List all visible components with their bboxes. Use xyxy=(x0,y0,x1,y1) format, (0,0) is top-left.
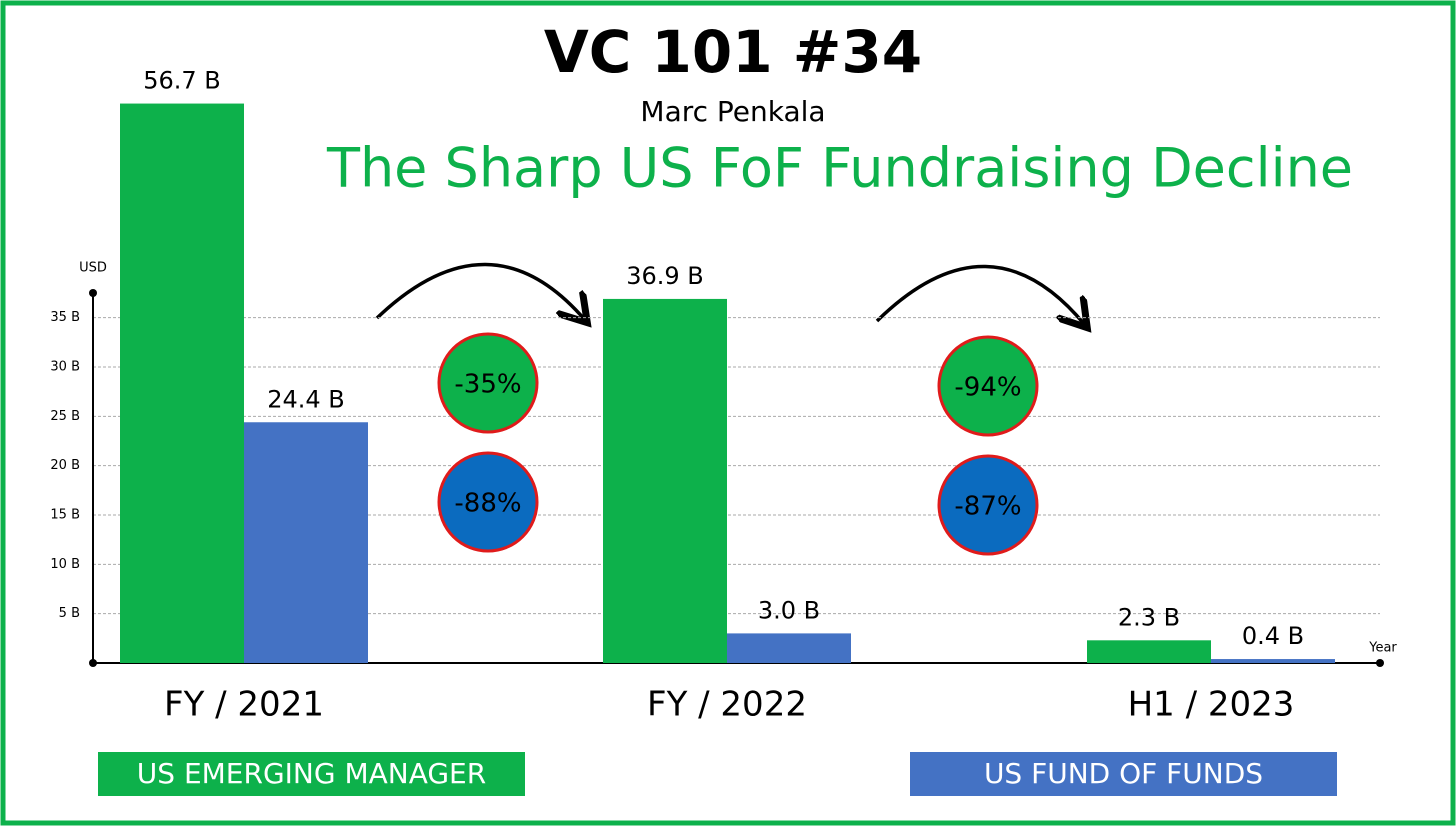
annotation-badge xyxy=(937,335,1039,437)
legend-label: US FUND OF FUNDS xyxy=(984,757,1263,790)
y-tick-label: 30 B xyxy=(50,360,80,375)
y-tick-label: 15 B xyxy=(50,508,80,523)
axis-end xyxy=(89,289,97,297)
value-label: 0.4 B xyxy=(1242,622,1304,650)
y-tick-label: 10 B xyxy=(50,557,80,572)
value-label: 3.0 B xyxy=(758,596,820,624)
legend-swatch xyxy=(910,752,1337,796)
annotation-badge xyxy=(437,451,539,553)
annotation-badge xyxy=(437,332,539,434)
value-label: 36.9 B xyxy=(626,262,704,290)
annotation-badge xyxy=(937,454,1039,556)
y-tick-label: 5 B xyxy=(59,606,80,621)
value-label: 56.7 B xyxy=(143,67,221,95)
legend-label: US EMERGING MANAGER xyxy=(137,757,486,790)
x-tick-label: H1 / 2023 xyxy=(1128,685,1295,725)
bar xyxy=(603,298,727,663)
axis-end xyxy=(89,659,97,667)
y-tick-label: 20 B xyxy=(50,458,80,473)
legend-swatch xyxy=(98,752,525,796)
value-label: 24.4 B xyxy=(267,385,345,413)
bar xyxy=(1087,640,1211,663)
arrow xyxy=(375,262,585,320)
bar xyxy=(244,422,368,663)
annotation: -88% xyxy=(454,489,521,519)
bar xyxy=(120,103,244,663)
x-tick-label: FY / 2022 xyxy=(647,685,807,725)
y-axis-label: USD xyxy=(79,261,107,276)
chart-subtitle: Marc Penkala xyxy=(640,95,825,128)
headline: The Sharp US FoF Fundraising Decline xyxy=(326,137,1353,200)
y-tick-label: 35 B xyxy=(50,310,80,325)
annotation: -94% xyxy=(954,373,1021,403)
x-tick-label: FY / 2021 xyxy=(164,685,324,725)
chart-title: VC 101 #34 xyxy=(544,18,922,86)
axis-end xyxy=(1376,659,1384,667)
x-axis-label: Year xyxy=(1368,641,1397,656)
bar xyxy=(1211,659,1335,663)
value-label: 2.3 B xyxy=(1118,603,1180,631)
annotation: -87% xyxy=(954,492,1021,522)
arrow xyxy=(875,264,1085,325)
bar xyxy=(727,633,851,663)
annotation: -35% xyxy=(454,370,521,400)
y-tick-label: 25 B xyxy=(50,409,80,424)
